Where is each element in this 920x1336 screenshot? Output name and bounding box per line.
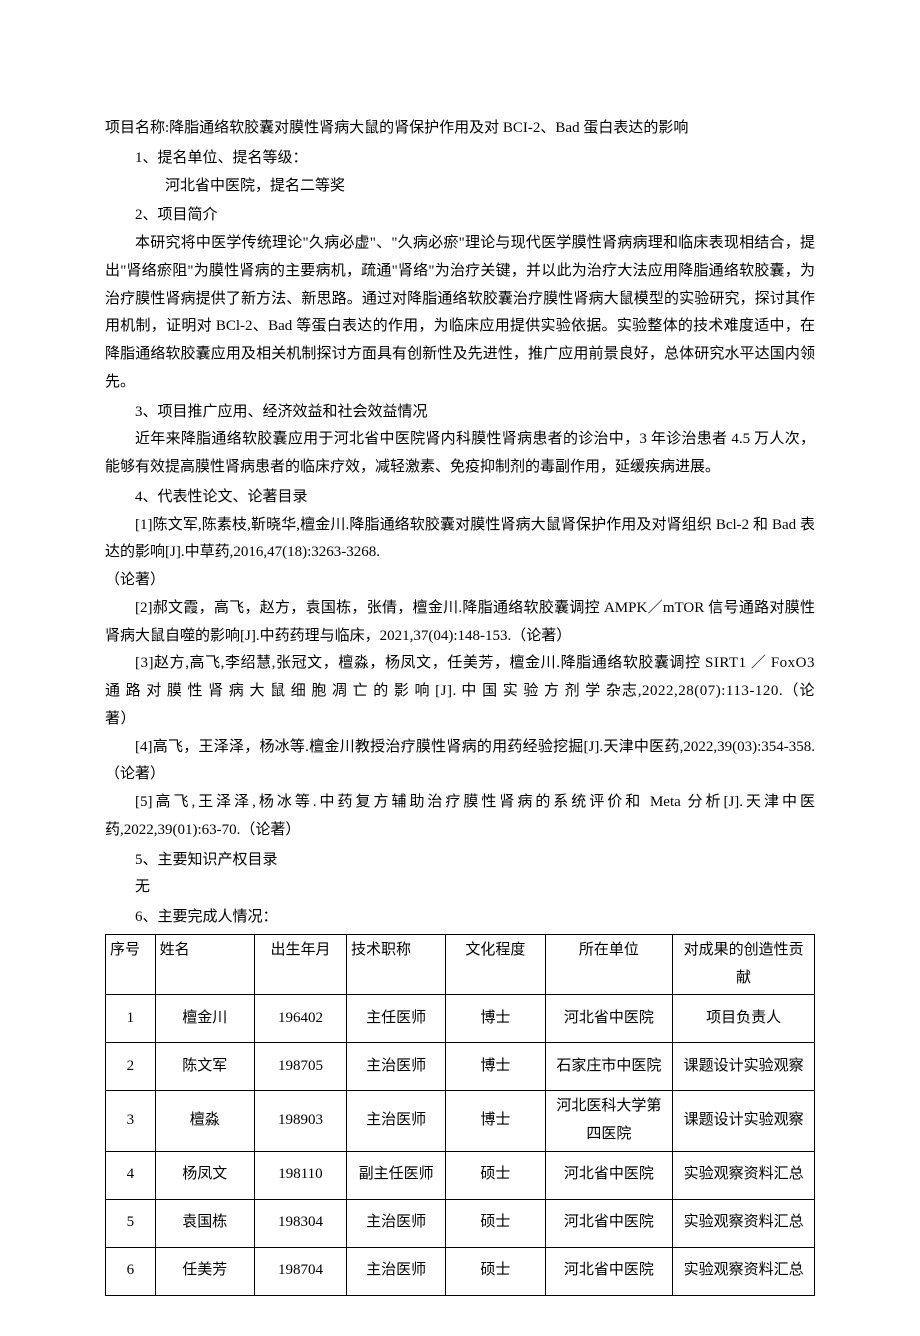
section-3-paragraph: 近年来降脂通络软胶囊应用于河北省中医院肾内科膜性肾病患者的诊治中，3 年诊治患者… [105,426,815,482]
cell-seq: 6 [106,1247,156,1295]
cell-contrib: 实验观察资料汇总 [673,1151,815,1199]
cell-edu: 博士 [446,995,545,1043]
reference-1b: （论著） [105,567,815,595]
section-5-content: 无 [105,874,815,902]
cell-dob: 196402 [254,995,346,1043]
cell-unit: 河北省中医院 [545,995,673,1043]
cell-edu: 硕士 [446,1151,545,1199]
cell-dob: 198304 [254,1199,346,1247]
section-2-heading: 2、项目简介 [105,202,815,230]
header-contrib: 对成果的创造性贡献 [673,934,815,995]
cell-name: 檀淼 [155,1091,254,1152]
cell-seq: 4 [106,1151,156,1199]
cell-edu: 博士 [446,1091,545,1152]
cell-unit: 河北省中医院 [545,1151,673,1199]
table-row: 1 檀金川 196402 主任医师 博士 河北省中医院 项目负责人 [106,995,815,1043]
cell-name: 袁国栋 [155,1199,254,1247]
table-row: 6 任美芳 198704 主治医师 硕士 河北省中医院 实验观察资料汇总 [106,1247,815,1295]
cell-contrib: 实验观察资料汇总 [673,1247,815,1295]
header-unit: 所在单位 [545,934,673,995]
cell-seq: 3 [106,1091,156,1152]
section-1-heading: 1、提名单位、提名等级： [105,145,815,173]
cell-unit: 河北省中医院 [545,1247,673,1295]
cell-name: 陈文军 [155,1043,254,1091]
contributors-table: 序号 姓名 出生年月 技术职称 文化程度 所在单位 对成果的创造性贡献 1 檀金… [105,934,815,1296]
cell-title: 主治医师 [347,1247,446,1295]
cell-edu: 博士 [446,1043,545,1091]
cell-name: 任美芳 [155,1247,254,1295]
table-row: 5 袁国栋 198304 主治医师 硕士 河北省中医院 实验观察资料汇总 [106,1199,815,1247]
table-header-row: 序号 姓名 出生年月 技术职称 文化程度 所在单位 对成果的创造性贡献 [106,934,815,995]
cell-name: 杨凤文 [155,1151,254,1199]
section-6-heading: 6、主要完成人情况： [105,904,815,932]
cell-unit: 河北医科大学第四医院 [545,1091,673,1152]
cell-seq: 5 [106,1199,156,1247]
cell-edu: 硕士 [446,1247,545,1295]
header-seq: 序号 [106,934,156,995]
reference-1a: [1]陈文军,陈素枝,靳晓华,檀金川.降脂通络软胶囊对膜性肾病大鼠肾保护作用及对… [105,512,815,568]
table-row: 2 陈文军 198705 主治医师 博士 石家庄市中医院 课题设计实验观察 [106,1043,815,1091]
reference-4: [4]高飞，王泽泽，杨冰等.檀金川教授治疗膜性肾病的用药经验挖掘[J].天津中医… [105,734,815,790]
cell-name: 檀金川 [155,995,254,1043]
cell-title: 主任医师 [347,995,446,1043]
header-name: 姓名 [155,934,254,995]
section-2-paragraph: 本研究将中医学传统理论"久病必虚"、"久病必瘀"理论与现代医学膜性肾病病理和临床… [105,230,815,397]
cell-title: 主治医师 [347,1043,446,1091]
project-title: 项目名称:降脂通络软胶囊对膜性肾病大鼠的肾保护作用及对 BCI-2、Bad 蛋白… [105,115,815,143]
section-3-heading: 3、项目推广应用、经济效益和社会效益情况 [105,399,815,427]
cell-seq: 1 [106,995,156,1043]
reference-5: [5]高飞,王泽泽,杨冰等.中药复方辅助治疗膜性肾病的系统评价和 Meta 分析… [105,789,815,845]
reference-3: [3]赵方,高飞,李绍慧,张冠文，檀淼，杨凤文，任美芳，檀金川.降脂通络软胶囊调… [105,650,815,733]
section-4-heading: 4、代表性论文、论著目录 [105,484,815,512]
header-dob: 出生年月 [254,934,346,995]
cell-seq: 2 [106,1043,156,1091]
nominator-line: 河北省中医院，提名二等奖 [105,173,815,201]
cell-dob: 198704 [254,1247,346,1295]
cell-title: 副主任医师 [347,1151,446,1199]
reference-2: [2]郝文霞，高飞，赵方，袁国栋，张倩，檀金川.降脂通络软胶囊调控 AMPK／m… [105,595,815,651]
cell-dob: 198110 [254,1151,346,1199]
header-title: 技术职称 [347,934,446,995]
cell-unit: 河北省中医院 [545,1199,673,1247]
cell-dob: 198903 [254,1091,346,1152]
cell-contrib: 项目负责人 [673,995,815,1043]
cell-contrib: 课题设计实验观察 [673,1043,815,1091]
cell-contrib: 实验观察资料汇总 [673,1199,815,1247]
cell-contrib: 课题设计实验观察 [673,1091,815,1152]
section-5-heading: 5、主要知识产权目录 [105,847,815,875]
cell-dob: 198705 [254,1043,346,1091]
header-edu: 文化程度 [446,934,545,995]
cell-title: 主治医师 [347,1199,446,1247]
cell-title: 主治医师 [347,1091,446,1152]
cell-edu: 硕士 [446,1199,545,1247]
table-row: 3 檀淼 198903 主治医师 博士 河北医科大学第四医院 课题设计实验观察 [106,1091,815,1152]
cell-unit: 石家庄市中医院 [545,1043,673,1091]
table-row: 4 杨凤文 198110 副主任医师 硕士 河北省中医院 实验观察资料汇总 [106,1151,815,1199]
